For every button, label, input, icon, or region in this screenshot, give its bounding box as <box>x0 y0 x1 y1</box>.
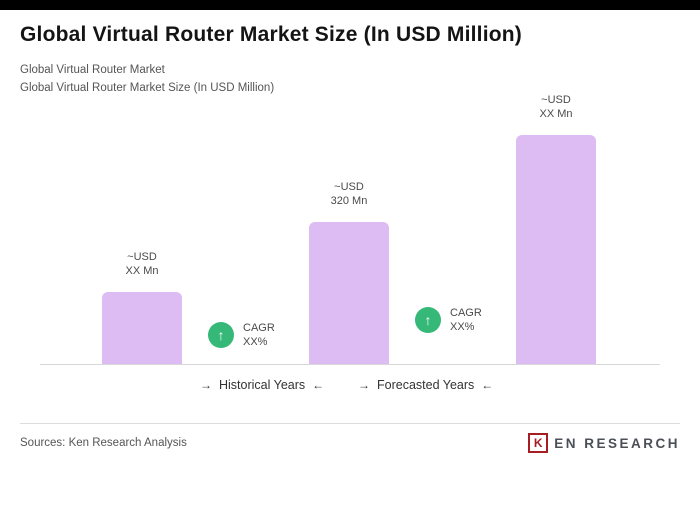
bar-chart: ~USD XX Mn ~USD 320 Mn ~USD XX Mn ↑ CAGR… <box>0 93 700 365</box>
sources-text: Sources: Ken Research Analysis <box>20 437 187 449</box>
top-black-bar <box>0 0 700 10</box>
left-arrow-icon: ← <box>312 378 325 392</box>
bar-label-line2: 320 Mn <box>330 195 368 207</box>
bar-value-label: ~USD XX Mn <box>125 250 158 278</box>
cagr-text: CAGR XX% <box>450 306 482 334</box>
period-labels-row: → Historical Years ← → Forecasted Years … <box>0 378 700 394</box>
cagr-value: XX% <box>450 321 475 333</box>
cagr-label: CAGR <box>243 322 275 334</box>
subtitle-market: Global Virtual Router Market <box>20 64 165 76</box>
ken-research-logo-text: EN RESEARCH <box>554 435 680 451</box>
footer-divider <box>20 423 680 424</box>
bar-group-historical-end: ~USD 320 Mn <box>309 180 389 364</box>
right-arrow-icon: → <box>200 378 212 392</box>
bar-value-label: ~USD XX Mn <box>539 93 572 121</box>
cagr-label: CAGR <box>450 307 482 319</box>
bar-historical-end <box>309 222 389 364</box>
bar-historical-start <box>102 292 182 364</box>
cagr-value: XX% <box>243 336 268 348</box>
up-arrow-icon: ↑ <box>424 312 432 328</box>
ken-research-logo: K EN RESEARCH <box>528 433 680 453</box>
footer: Sources: Ken Research Analysis K EN RESE… <box>20 433 680 453</box>
bar-label-line1: ~USD <box>127 251 157 263</box>
bar-label-line1: ~USD <box>334 181 364 193</box>
logo-k-letter: K <box>533 436 543 450</box>
left-arrow-icon: ← <box>481 378 494 392</box>
historical-years-label: → Historical Years ← <box>200 378 324 392</box>
forecasted-years-text: Forecasted Years <box>377 378 475 392</box>
subtitle-market-size: Global Virtual Router Market Size (In US… <box>20 82 275 94</box>
cagr-badge-forecast: ↑ CAGR XX% <box>415 306 482 334</box>
bar-label-line2: XX Mn <box>125 265 159 277</box>
up-arrow-icon: ↑ <box>217 327 225 343</box>
bar-label-line2: XX Mn <box>539 108 573 120</box>
right-arrow-icon: → <box>358 378 370 392</box>
ken-research-logo-icon: K <box>528 433 549 453</box>
bar-group-historical-start: ~USD XX Mn <box>102 250 182 364</box>
bar-group-forecast: ~USD XX Mn <box>516 93 596 364</box>
cagr-text: CAGR XX% <box>243 321 275 349</box>
bar-value-label: ~USD 320 Mn <box>331 180 368 208</box>
x-axis-baseline <box>40 364 660 365</box>
cagr-badge-historical: ↑ CAGR XX% <box>208 321 275 349</box>
cagr-up-icon: ↑ <box>415 307 441 333</box>
bar-forecast <box>516 135 596 364</box>
page-title: Global Virtual Router Market Size (In US… <box>20 23 523 46</box>
forecasted-years-label: → Forecasted Years ← <box>358 378 493 392</box>
historical-years-text: Historical Years <box>219 378 306 392</box>
cagr-up-icon: ↑ <box>208 322 234 348</box>
bar-label-line1: ~USD <box>541 94 571 106</box>
